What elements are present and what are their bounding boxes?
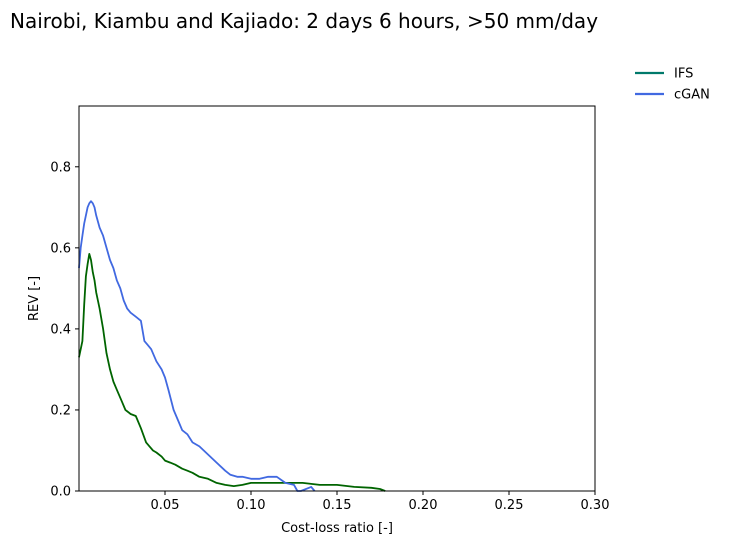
x-tick-label: 0.25 (495, 498, 524, 513)
x-tick-label: 0.10 (237, 498, 266, 513)
legend: IFS cGAN (635, 67, 710, 103)
y-tick-label: 0.0 (50, 485, 71, 500)
y-axis-ticks: 0.0 0.2 0.4 0.6 0.8 (50, 160, 79, 500)
x-tick-label: 0.05 (151, 498, 180, 513)
legend-label-cgan: cGAN (674, 88, 710, 103)
series-line-ifs (78, 252, 386, 492)
x-axis-ticks: 0.05 0.10 0.15 0.20 0.25 0.30 (151, 491, 610, 513)
x-tick-label: 0.15 (323, 498, 352, 513)
x-axis-label: Cost-loss ratio [-] (281, 521, 393, 536)
y-tick-label: 0.6 (50, 241, 71, 256)
x-tick-label: 0.20 (409, 498, 438, 513)
chart-title: Nairobi, Kiambu and Kajiado: 2 days 6 ho… (10, 9, 598, 33)
legend-label-ifs: IFS (674, 67, 693, 82)
y-tick-label: 0.4 (50, 322, 71, 337)
x-tick-label: 0.30 (581, 498, 610, 513)
y-tick-label: 0.2 (50, 403, 71, 418)
y-tick-label: 0.8 (50, 160, 71, 175)
y-axis-label: REV [-] (27, 276, 42, 321)
axes-frame (78, 105, 596, 492)
plot-area (78, 200, 386, 492)
series-line-cgan (78, 200, 316, 492)
